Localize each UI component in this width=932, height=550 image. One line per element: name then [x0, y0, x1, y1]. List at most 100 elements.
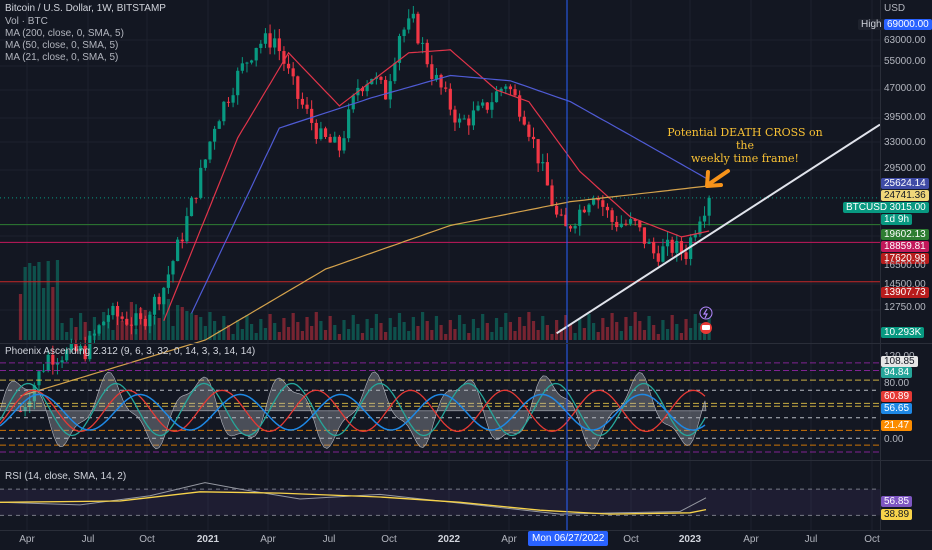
candle-body — [203, 159, 207, 168]
ma200-legend[interactable]: MA (200, close, 0, SMA, 5) — [5, 28, 124, 39]
volume-bar — [60, 323, 64, 340]
volume-legend[interactable]: Vol · BTC — [5, 16, 48, 27]
event-flag-icon[interactable] — [700, 322, 712, 334]
volume-bar — [208, 312, 212, 340]
volume-bar — [490, 332, 494, 340]
volume-bar — [536, 330, 540, 340]
volume-bar — [199, 317, 203, 340]
phoenix-pane — [0, 362, 880, 453]
volume-bar — [152, 316, 157, 340]
volume-bar — [370, 328, 374, 340]
rsi-title[interactable]: RSI (14, close, SMA, 14, 2) — [5, 471, 127, 482]
candles — [18, 5, 711, 417]
candle-body — [619, 223, 623, 228]
candle-body — [162, 287, 166, 305]
candle-body — [365, 84, 369, 92]
volume-bar — [310, 326, 314, 340]
candle-body — [393, 62, 397, 82]
phoenix-title[interactable]: Phoenix Ascending 2.312 (9, 6, 3, 32, 0,… — [5, 346, 256, 357]
candle-body — [707, 197, 711, 216]
candle-body — [152, 296, 157, 315]
volume-bar — [333, 325, 337, 340]
candle-body — [642, 227, 647, 244]
price-tag: 19602.13 — [881, 229, 929, 240]
volume-bar — [296, 322, 300, 340]
death-cross-annotation: Potential DEATH CROSS on the weekly time… — [660, 126, 830, 165]
rsi-band — [0, 489, 880, 516]
volume-bar — [624, 317, 628, 340]
candle-body — [652, 241, 656, 254]
volume-bar — [573, 333, 577, 340]
ma21-legend[interactable]: MA (21, close, 0, SMA, 5) — [5, 52, 119, 63]
candle-body — [337, 136, 341, 151]
volume-bar — [689, 328, 693, 340]
volume-bar — [240, 329, 244, 340]
volume-bar — [518, 317, 522, 340]
candle-body — [60, 360, 64, 363]
volume-bar — [273, 323, 277, 340]
candle-body — [508, 86, 513, 90]
candle-body — [263, 33, 268, 44]
volume-bar — [189, 313, 194, 340]
volume-bar — [527, 312, 531, 340]
price-tag: 17620.98 — [881, 253, 929, 264]
volume-bar — [263, 328, 268, 340]
candle-body — [536, 139, 540, 164]
candle-body — [92, 333, 97, 336]
volume-bar — [286, 327, 291, 340]
volume-bar — [166, 299, 170, 340]
candle-body — [582, 209, 586, 213]
volume-bar — [656, 334, 660, 340]
candle-body — [610, 210, 614, 222]
volume-bar — [106, 321, 110, 340]
candle-body — [564, 214, 568, 227]
volume-bar — [420, 312, 425, 340]
candle-body — [120, 316, 124, 319]
phoenix-tick: 80.00 — [884, 378, 910, 389]
candle-body — [397, 36, 402, 63]
volume-bar — [504, 313, 508, 340]
volume-bar — [578, 319, 582, 340]
candle-body — [65, 349, 69, 361]
volume-bar — [434, 316, 439, 340]
candle-body — [69, 343, 73, 350]
candle-body — [467, 118, 471, 126]
candle-body — [624, 223, 628, 225]
volume-bar — [55, 260, 60, 340]
price-tag: 10.293K — [881, 327, 925, 338]
candle-body — [333, 136, 337, 143]
candle-body — [541, 162, 545, 164]
candle-body — [323, 128, 328, 137]
symbol-legend[interactable]: Bitcoin / U.S. Dollar, 1W, BITSTAMP — [5, 3, 166, 14]
candle-body — [189, 197, 194, 217]
volume-bar — [439, 325, 443, 340]
candle-body — [286, 63, 291, 69]
volume-bar — [314, 312, 318, 340]
ma50-legend[interactable]: MA (50, close, 0, SMA, 5) — [5, 40, 119, 51]
volume-bar — [194, 315, 198, 340]
price-tag: 25624.14 — [881, 178, 929, 189]
candle-body — [88, 335, 92, 360]
candle-body — [157, 296, 161, 305]
volume-bar — [249, 324, 254, 340]
volume-bar — [471, 319, 476, 340]
candle-body — [573, 225, 577, 229]
volume-bar — [342, 320, 346, 340]
crosshair-date-label: Mon 06/27/2022 — [528, 531, 609, 546]
candle-body — [518, 95, 522, 117]
candle-body — [314, 122, 318, 140]
volume-bar — [582, 328, 586, 340]
volume-bar — [596, 332, 600, 340]
candle-body — [51, 354, 55, 365]
time-tick: Oct — [381, 534, 397, 545]
candle-body — [291, 68, 295, 77]
candle-body — [185, 216, 189, 242]
candle-body — [32, 385, 36, 402]
candle-body — [407, 18, 411, 30]
phoenix-tag: 56.65 — [881, 403, 913, 414]
volume-bar — [541, 316, 545, 340]
candle-body — [430, 64, 434, 80]
lightning-icon[interactable] — [699, 306, 713, 320]
candle-body — [656, 253, 660, 262]
